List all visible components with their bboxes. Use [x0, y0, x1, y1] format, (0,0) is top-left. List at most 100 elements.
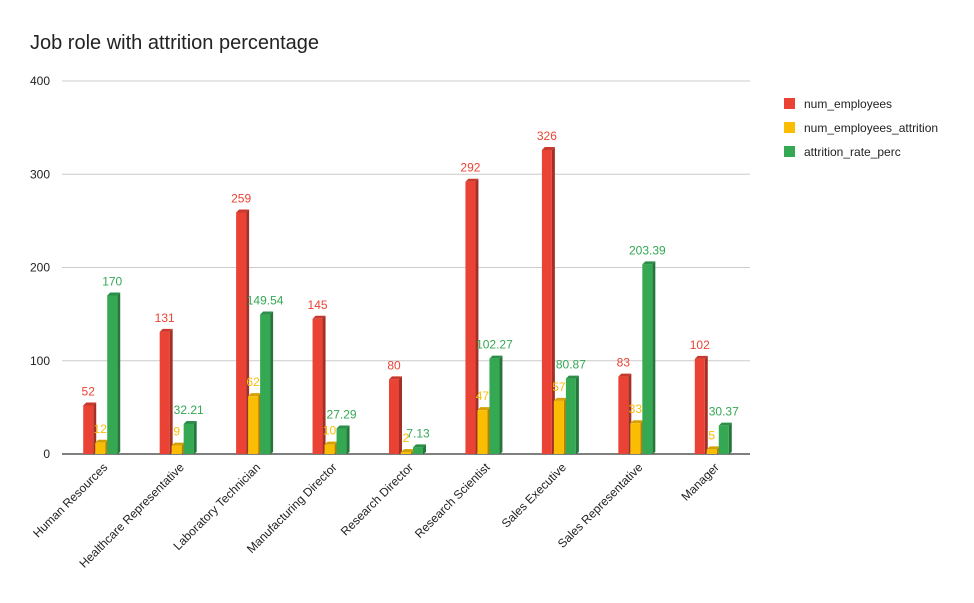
x-tick-label: Research Scientist	[412, 460, 493, 541]
bar-num_employees_attrition	[248, 393, 262, 454]
bar-num_employees_attrition	[401, 449, 414, 454]
bar-side	[193, 420, 197, 454]
bar-face	[171, 445, 182, 454]
data-label: 5	[708, 428, 715, 442]
x-tick-label: Human Resources	[30, 460, 110, 540]
bar-top	[248, 393, 262, 397]
bar-face	[260, 314, 271, 454]
bar-side	[423, 444, 426, 454]
bar-top	[336, 425, 350, 429]
data-label: 62	[246, 375, 260, 389]
bar-top	[171, 442, 185, 446]
bar-num_employees	[389, 376, 402, 454]
x-tick-label: Research Director	[338, 460, 416, 538]
bar-side	[575, 375, 579, 454]
bar-side	[346, 425, 350, 454]
bar-num_employees	[236, 209, 250, 454]
legend-label: attrition_rate_perc	[804, 145, 901, 159]
bar-top	[389, 376, 402, 380]
bar-face	[401, 452, 411, 454]
x-tick-label: Manager	[679, 460, 722, 503]
bar-face	[236, 212, 247, 454]
data-label: 203.39	[629, 243, 666, 257]
chart-title: Job role with attrition percentage	[30, 32, 319, 54]
bar-num_employees_attrition	[95, 439, 109, 454]
bar-face	[489, 358, 500, 454]
bar-face	[324, 444, 335, 454]
bar-face	[83, 405, 94, 454]
bar-top	[718, 422, 732, 426]
bar-num_employees_attrition	[477, 407, 491, 454]
bar-top	[183, 420, 197, 424]
data-label: 9	[173, 425, 180, 439]
bar-num_employees_attrition	[171, 442, 185, 454]
bar-side	[246, 209, 250, 454]
legend-label: num_employees	[804, 97, 892, 111]
bar-side	[322, 315, 326, 454]
data-label: 30.37	[709, 405, 739, 419]
bar-face	[706, 449, 717, 454]
bar-side	[270, 311, 274, 454]
bar-face	[630, 423, 641, 454]
bar-face	[95, 442, 106, 454]
legend-label: num_employees_attrition	[804, 121, 938, 135]
data-label: 102	[690, 338, 710, 352]
bar-attrition_rate_perc	[718, 422, 732, 454]
data-label: 170	[102, 274, 122, 288]
bar-face	[413, 447, 423, 454]
bar-face	[183, 423, 194, 454]
bar-top	[324, 441, 338, 445]
legend: num_employees num_employees_attritionattr…	[784, 97, 938, 159]
bar-side	[704, 355, 708, 454]
bar-top	[159, 328, 173, 332]
bar-num_employees	[312, 315, 326, 454]
bar-top	[83, 402, 97, 406]
bar-side	[117, 292, 121, 454]
data-label: 7.13	[406, 426, 430, 440]
y-axis: 0 100 200 300 400	[30, 74, 50, 461]
data-label: 47	[476, 389, 490, 403]
bar-attrition_rate_perc	[489, 355, 503, 454]
bar-top	[260, 311, 274, 315]
bar-top	[413, 444, 426, 448]
bar-num_employees_attrition	[706, 446, 720, 454]
x-tick-label: Sales Representative	[555, 460, 646, 551]
data-label: 52	[82, 385, 96, 399]
bar-attrition_rate_perc	[260, 311, 274, 454]
bar-face	[312, 318, 323, 454]
bar-top	[553, 397, 567, 401]
bar-face	[389, 379, 399, 454]
bar-side	[499, 355, 503, 454]
bar-top	[618, 373, 632, 377]
legend-swatch	[784, 146, 795, 157]
bar-top	[107, 292, 121, 296]
bar-num_employees	[159, 328, 173, 454]
bar-face	[248, 396, 259, 454]
legend-swatch	[784, 98, 795, 109]
bar-num_employees_attrition	[553, 397, 567, 454]
data-label: 131	[155, 311, 175, 325]
legend-swatch	[784, 122, 795, 133]
y-tick-label: 400	[30, 74, 50, 88]
bar-side	[399, 376, 402, 454]
x-tick-label: Laboratory Technician	[170, 460, 263, 553]
bar-attrition_rate_perc	[413, 444, 426, 454]
bar-face	[642, 264, 653, 454]
bar-side	[728, 422, 732, 454]
bar-face	[694, 358, 705, 454]
data-label: 145	[308, 298, 328, 312]
bar-top	[236, 209, 250, 213]
x-tick-label: Sales Executive	[499, 460, 570, 531]
data-label: 33	[629, 402, 643, 416]
bar-num_employees	[694, 355, 708, 454]
bar-top	[642, 261, 656, 265]
data-label: 83	[617, 356, 631, 370]
bar-num_employees	[83, 402, 97, 454]
bar-top	[312, 315, 326, 319]
bar-side	[169, 328, 173, 454]
data-label: 149.54	[247, 294, 284, 308]
data-label: 27.29	[327, 408, 357, 422]
data-label: 12	[94, 422, 108, 436]
